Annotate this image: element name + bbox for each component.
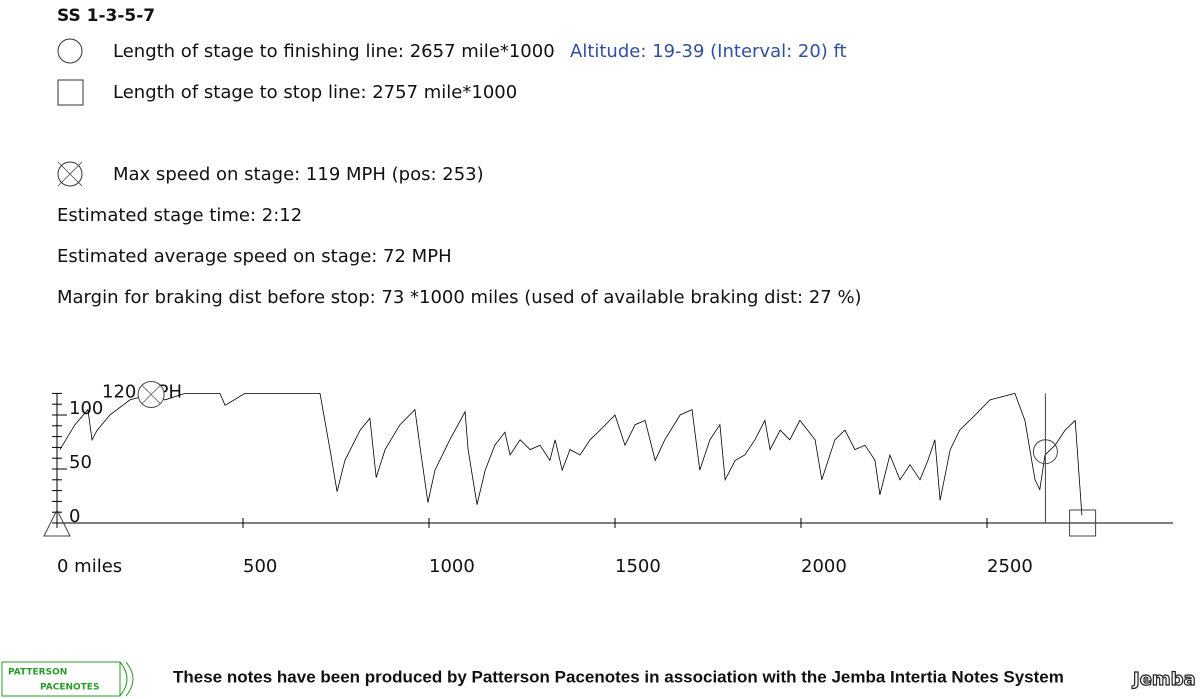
stop-marker <box>1069 509 1097 537</box>
start-marker <box>43 508 71 537</box>
logo-frame <box>1 661 121 697</box>
margin-text: Margin for braking dist before stop: 73 … <box>57 287 862 308</box>
x-tick-label: 2500 <box>987 556 1033 577</box>
x-tick-label: 1500 <box>615 556 661 577</box>
logo-left: PATTERSON PACENOTES <box>1 661 134 697</box>
stage-time-text: Estimated stage time: 2:12 <box>57 205 302 226</box>
finish-icon <box>57 38 83 64</box>
logo-text: PATTERSON <box>8 668 67 678</box>
x-tick-label: 500 <box>243 556 277 577</box>
x-tick-label: 1000 <box>429 556 475 577</box>
finish-line-text: Length of stage to finishing line: 2657 … <box>113 41 555 62</box>
max-speed-text: Max speed on stage: 119 MPH (pos: 253) <box>113 164 484 185</box>
title: SS 1-3-5-7 <box>57 6 155 26</box>
logo-right: Jemba <box>1131 669 1196 690</box>
finish-marker <box>1032 439 1058 465</box>
logo-text: PACENOTES <box>40 683 99 693</box>
y-tick-label: 50 <box>69 452 92 473</box>
avg-speed-text: Estimated average speed on stage: 72 MPH <box>57 246 452 267</box>
stop-line-text: Length of stage to stop line: 2757 mile*… <box>113 82 517 103</box>
footer-text: These notes have been produced by Patter… <box>173 667 1064 686</box>
y-tick-label: 0 <box>69 506 80 527</box>
max-speed-cross <box>141 385 161 404</box>
x-tick-label: 0 miles <box>57 556 122 577</box>
max-speed-icon <box>57 161 83 187</box>
altitude-text: Altitude: 19-39 (Interval: 20) ft <box>570 41 847 62</box>
max-speed-icon-cross <box>57 161 83 187</box>
stop-icon <box>57 79 84 106</box>
speed-line <box>59 392 1083 516</box>
y-tick-label: 100 <box>69 398 103 419</box>
x-tick-label: 2000 <box>801 556 847 577</box>
logo-wheel <box>119 661 134 697</box>
altitude-bg <box>566 38 896 66</box>
